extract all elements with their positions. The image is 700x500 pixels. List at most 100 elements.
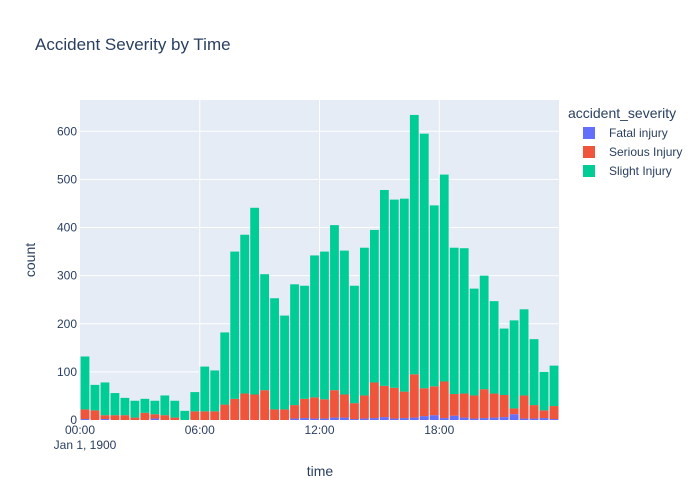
x-tick-label: 06:00	[185, 423, 215, 437]
bar-segment	[340, 417, 349, 420]
bars	[80, 114, 559, 420]
bar-segment	[479, 389, 489, 419]
legend-label[interactable]: Serious Injury	[609, 145, 682, 159]
bar-segment	[230, 251, 240, 399]
bar-segment	[489, 417, 499, 420]
legend-swatch[interactable]	[583, 146, 595, 158]
bar-segment	[150, 418, 160, 420]
y-tick-label: 100	[57, 365, 77, 379]
bar-segment	[539, 418, 549, 420]
bar-segment	[399, 391, 409, 419]
bar-segment	[459, 417, 469, 420]
bar-segment	[200, 366, 210, 412]
bar-segment	[549, 406, 559, 420]
bar-segment	[340, 250, 349, 395]
y-tick-label: 200	[57, 317, 77, 331]
bar-segment	[320, 418, 329, 420]
bar-segment	[80, 356, 90, 410]
bar-segment	[320, 399, 329, 419]
bar-segment	[80, 419, 90, 420]
y-tick-label: 300	[57, 269, 77, 283]
legend-label[interactable]: Fatal injury	[609, 126, 668, 140]
bar-segment	[100, 419, 110, 420]
bar-segment	[310, 255, 319, 398]
bar-segment	[389, 387, 399, 419]
x-axis-date-label: Jan 1, 1900	[54, 438, 117, 452]
y-tick-label: 600	[57, 124, 77, 138]
bar-segment	[150, 414, 160, 419]
bar-segment	[220, 332, 230, 405]
gridlines	[80, 100, 559, 421]
bar-segment	[499, 328, 509, 395]
bar-segment	[549, 365, 559, 407]
bar-segment	[429, 205, 439, 387]
bar-segment	[270, 409, 279, 420]
bar-segment	[260, 390, 270, 420]
bar-segment	[360, 418, 369, 420]
bar-segment	[250, 394, 260, 420]
bar-segment	[300, 285, 309, 399]
bar-segment	[469, 395, 479, 419]
bar-segment	[449, 394, 459, 416]
bar-segment	[360, 395, 369, 419]
bar-segment	[80, 409, 90, 420]
legend-swatch[interactable]	[583, 165, 595, 177]
x-axis-title: time	[307, 463, 334, 479]
y-axis-title: count	[22, 243, 38, 277]
bar-segment	[120, 397, 130, 416]
bar-segment	[409, 417, 419, 420]
bar-segment	[469, 418, 479, 420]
y-tick-label: 500	[57, 172, 77, 186]
bar-segment	[200, 411, 210, 420]
bar-segment	[290, 405, 299, 419]
legend-label[interactable]: Slight Injury	[609, 164, 672, 178]
bar-segment	[419, 133, 429, 389]
bar-segment	[439, 381, 449, 419]
bar-segment	[469, 288, 479, 396]
bar-segment	[240, 393, 250, 420]
bar-segment	[310, 418, 319, 420]
bar-segment	[539, 371, 549, 411]
bar-segment	[240, 234, 250, 394]
x-axis-ticks: 00:00 06:00 12:00 18:00	[65, 423, 455, 437]
bar-segment	[170, 400, 180, 418]
bar-segment	[519, 309, 529, 396]
bar-segment	[539, 410, 549, 419]
bar-segment	[310, 397, 319, 419]
bar-segment	[290, 418, 299, 420]
bar-segment	[389, 199, 399, 388]
bar-segment	[220, 404, 230, 420]
bar-segment	[429, 386, 439, 416]
bar-segment	[180, 410, 190, 420]
bar-segment	[519, 418, 529, 420]
bar-segment	[369, 382, 379, 419]
y-tick-label: 0	[70, 413, 77, 427]
bar-segment	[509, 414, 519, 420]
bar-segment	[140, 398, 150, 413]
legend-title: accident_severity	[568, 105, 676, 121]
bar-segment	[429, 415, 439, 420]
x-tick-label: 18:00	[424, 423, 454, 437]
y-axis-ticks: 0 100 200 300 400 500 600	[57, 124, 77, 427]
bar-segment	[369, 229, 379, 383]
bar-segment	[320, 251, 329, 400]
bar-segment	[529, 339, 539, 406]
x-tick-label: 12:00	[304, 423, 334, 437]
bar-segment	[419, 416, 429, 420]
bar-segment	[170, 417, 180, 420]
bar-segment	[160, 395, 170, 416]
bar-segment	[459, 248, 469, 394]
bar-segment	[489, 393, 499, 418]
bar-segment	[379, 417, 389, 420]
bar-segment	[489, 301, 499, 394]
bar-segment	[250, 207, 260, 395]
bar-segment	[499, 417, 509, 420]
bar-segment	[350, 419, 359, 420]
bar-segment	[130, 400, 140, 418]
bar-segment	[509, 408, 519, 415]
bar-segment	[499, 394, 509, 418]
legend-swatch[interactable]	[583, 127, 595, 139]
bar-segment	[90, 410, 100, 420]
bar-segment	[90, 384, 100, 411]
bar-segment	[270, 298, 279, 410]
